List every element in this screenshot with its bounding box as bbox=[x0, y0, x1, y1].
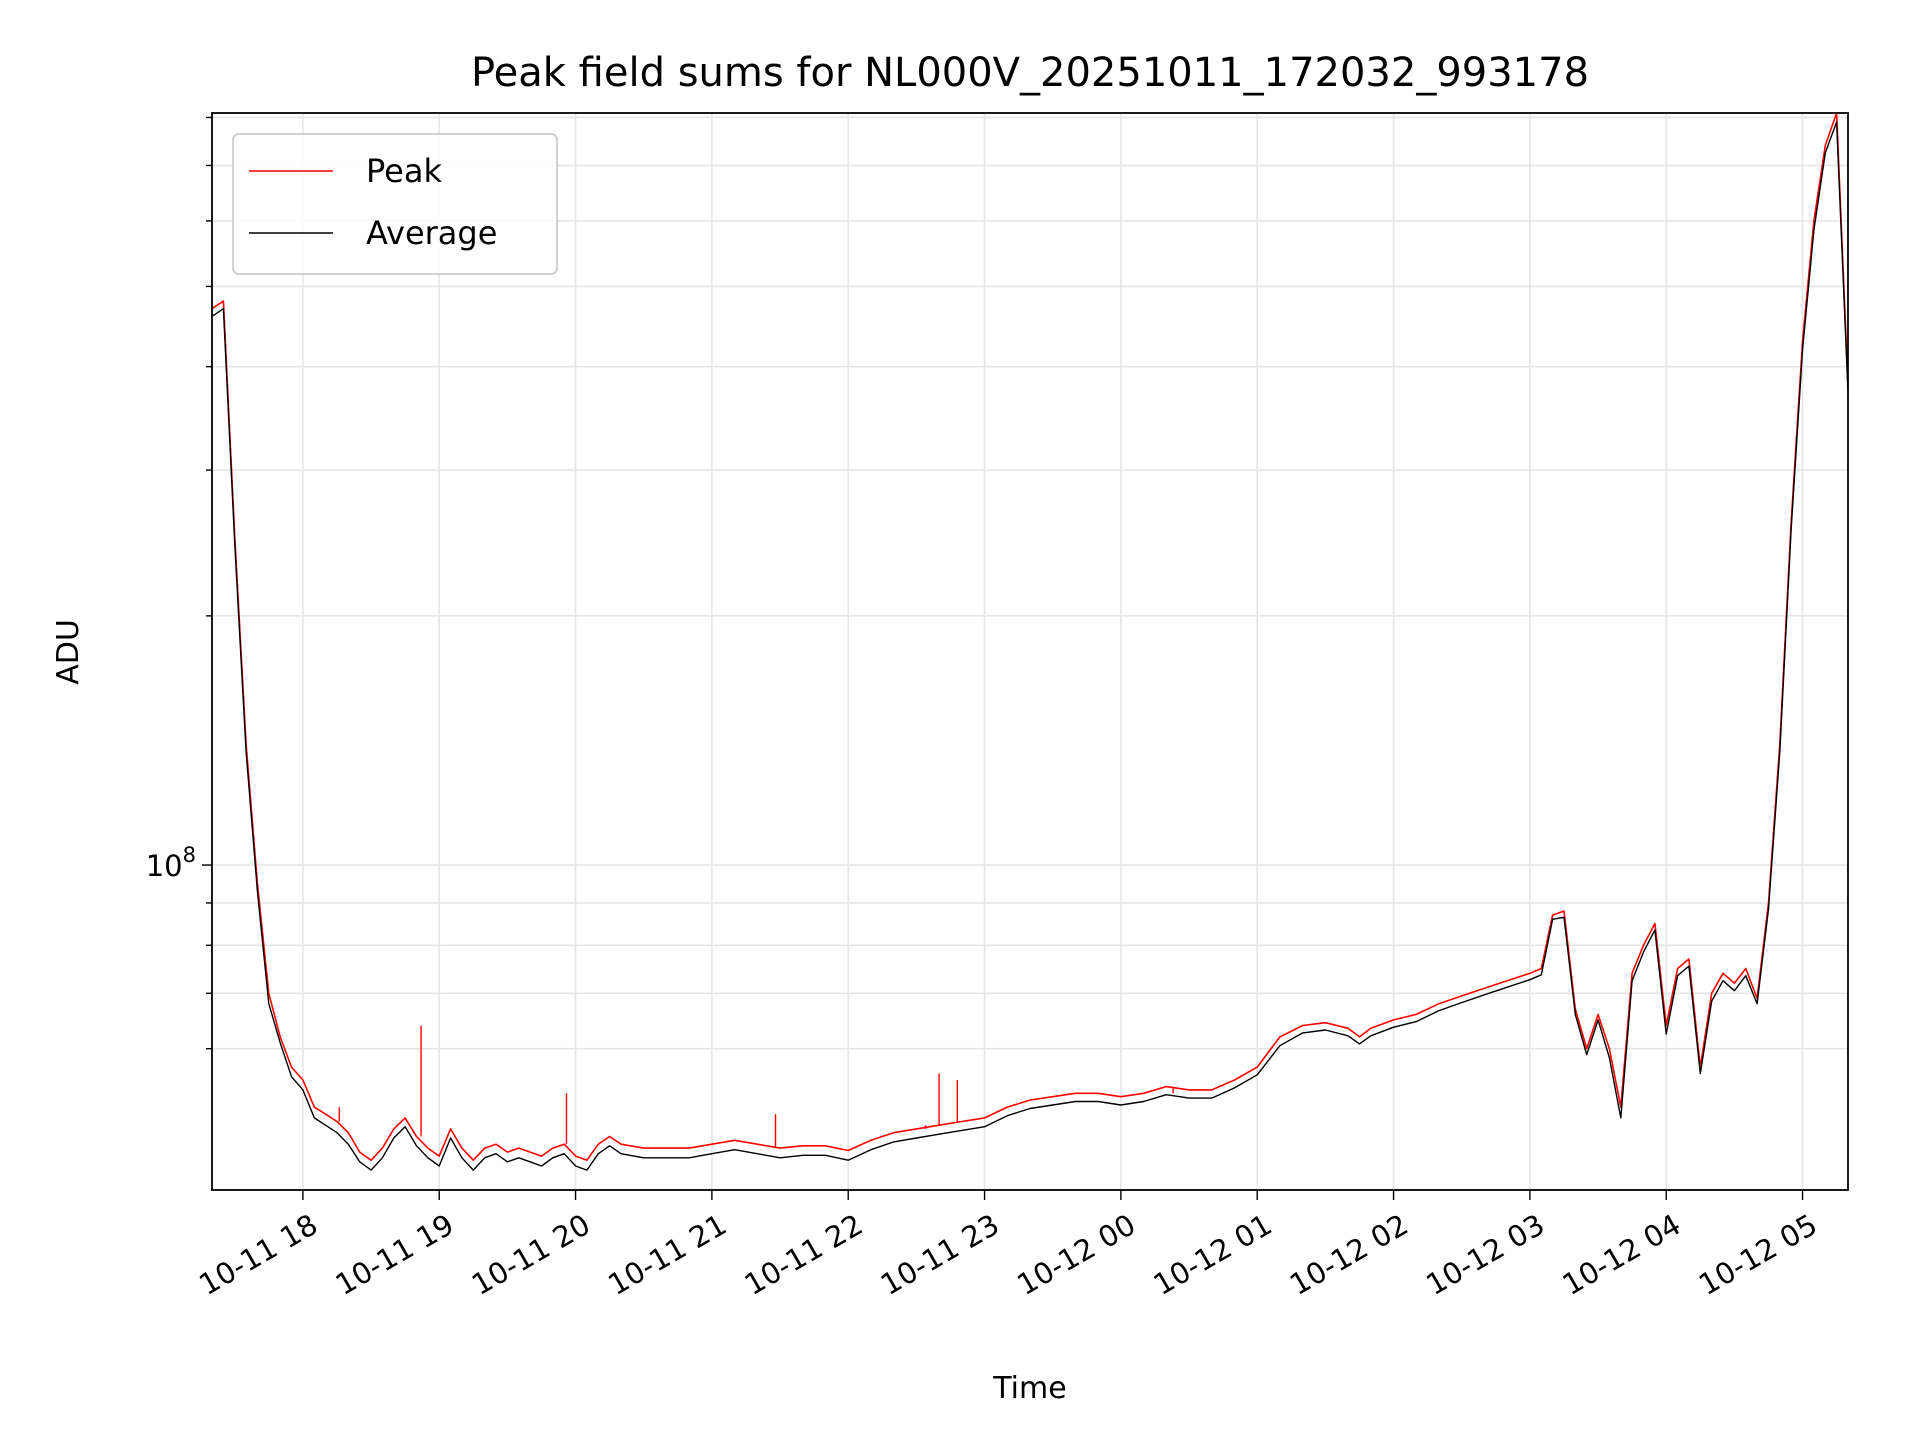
legend-label-peak: Peak bbox=[366, 152, 442, 190]
series-line-peak bbox=[211, 112, 1849, 1161]
x-axis-label: Time bbox=[992, 1371, 1066, 1406]
legend: Peak Average bbox=[232, 133, 558, 275]
legend-box bbox=[232, 133, 558, 275]
series-layer bbox=[211, 112, 1849, 1171]
y-axis-label: ADU bbox=[51, 619, 86, 685]
grid bbox=[212, 113, 1848, 1190]
y-tick-label: 108 bbox=[146, 843, 196, 883]
legend-label-average: Average bbox=[366, 214, 497, 252]
series-line-average bbox=[211, 121, 1849, 1171]
chart-title: Peak field sums for NL000V_20251011_1720… bbox=[471, 50, 1589, 96]
plot-frame bbox=[211, 112, 1849, 1191]
